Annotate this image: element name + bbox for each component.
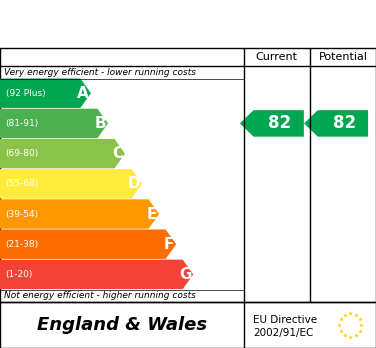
Text: B: B <box>94 116 106 131</box>
Text: A: A <box>77 86 89 101</box>
Text: (69-80): (69-80) <box>6 149 39 158</box>
Text: (81-91): (81-91) <box>6 119 39 128</box>
Text: Current: Current <box>256 52 298 62</box>
Text: Not energy efficient - higher running costs: Not energy efficient - higher running co… <box>4 292 196 300</box>
Text: (1-20): (1-20) <box>6 270 33 279</box>
Polygon shape <box>0 229 176 259</box>
Polygon shape <box>0 169 142 198</box>
Polygon shape <box>0 199 159 229</box>
Polygon shape <box>0 109 108 138</box>
Text: (55-68): (55-68) <box>6 179 39 188</box>
Text: 82: 82 <box>333 114 356 133</box>
Text: (21-38): (21-38) <box>6 240 39 249</box>
Polygon shape <box>0 79 91 108</box>
Text: England & Wales: England & Wales <box>37 316 207 334</box>
Text: 82: 82 <box>268 114 291 133</box>
Text: C: C <box>112 146 123 161</box>
Text: D: D <box>127 176 140 191</box>
Text: F: F <box>164 237 174 252</box>
Polygon shape <box>240 110 304 137</box>
Text: E: E <box>147 206 157 222</box>
Text: 2002/91/EC: 2002/91/EC <box>253 328 314 338</box>
Text: Potential: Potential <box>318 52 367 62</box>
Text: (92 Plus): (92 Plus) <box>6 89 45 98</box>
Text: EU Directive: EU Directive <box>253 315 317 325</box>
Text: G: G <box>179 267 191 282</box>
Text: (39-54): (39-54) <box>6 209 39 219</box>
Polygon shape <box>304 110 368 137</box>
Text: Energy Efficiency Rating: Energy Efficiency Rating <box>53 15 323 33</box>
Text: Very energy efficient - lower running costs: Very energy efficient - lower running co… <box>4 68 196 77</box>
Polygon shape <box>0 260 193 289</box>
Polygon shape <box>0 139 125 168</box>
